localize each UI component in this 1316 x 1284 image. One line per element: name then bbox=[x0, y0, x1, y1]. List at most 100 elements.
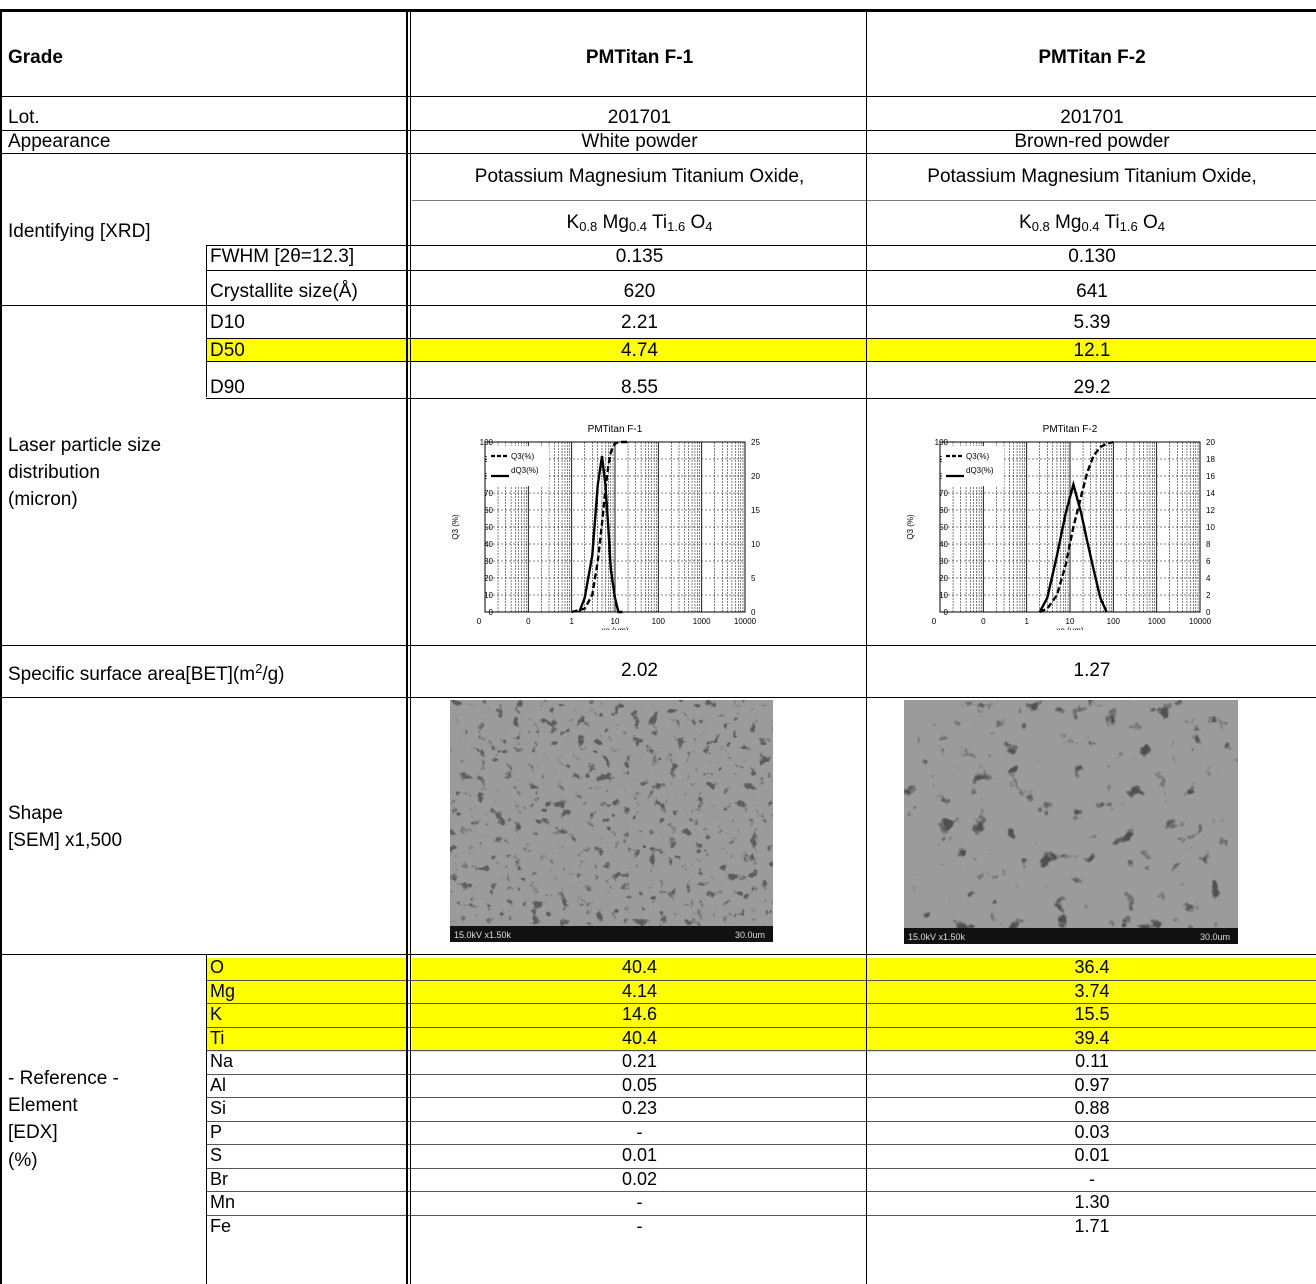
y2-tick-label: 20 bbox=[751, 472, 760, 481]
y2-tick-label: 5 bbox=[751, 574, 756, 583]
d90-label: D90 bbox=[210, 377, 245, 398]
grid-line bbox=[206, 338, 1316, 339]
grid-line bbox=[206, 1167, 1316, 1169]
y2-tick-label: 10 bbox=[751, 540, 760, 549]
y2-tick-label: 0 bbox=[1206, 608, 1211, 617]
y-axis-label: Q3 (%) bbox=[906, 514, 915, 540]
edx-value-f1: - bbox=[636, 1192, 643, 1212]
edx-element-label: O bbox=[210, 957, 225, 977]
grid-line bbox=[206, 270, 1316, 271]
laser-label-2: distribution bbox=[8, 462, 100, 483]
grid-line bbox=[206, 1026, 1316, 1028]
y-tick-label: 60 bbox=[939, 506, 948, 515]
formula-o-sub: 4 bbox=[1157, 219, 1165, 234]
edx-value-f1: 14.6 bbox=[621, 1004, 658, 1024]
sem1-scale: 30.0um bbox=[735, 930, 765, 940]
grid-line bbox=[866, 9, 867, 1284]
formula-ti-sub: 1.6 bbox=[1119, 219, 1138, 234]
y2-tick-label: 16 bbox=[1206, 472, 1215, 481]
edx-value-f2: 0.97 bbox=[1074, 1074, 1110, 1095]
xrd-label: Identifying [XRD] bbox=[8, 221, 151, 242]
formula-mg-sub: 0.4 bbox=[1081, 219, 1100, 234]
fwhm-label: FWHM [2θ=12.3] bbox=[210, 246, 355, 267]
legend-q3-label: Q3(%) bbox=[966, 452, 989, 461]
grid-line bbox=[206, 1214, 1316, 1216]
x-axis-label: xo (µm) bbox=[1056, 626, 1084, 630]
formula-mg-sub: 0.4 bbox=[628, 219, 648, 234]
legend-dq3-label: dQ3(%) bbox=[511, 466, 539, 475]
sem2-scale: 30.0um bbox=[1200, 932, 1230, 942]
y2-tick-label: 4 bbox=[1206, 574, 1211, 583]
formula-mg: Mg bbox=[1049, 212, 1082, 233]
edx-value-f2: 39.4 bbox=[1074, 1027, 1110, 1048]
y-tick-label: 70 bbox=[484, 489, 493, 498]
grid-line bbox=[0, 96, 1316, 97]
legend-dq3-label: dQ3(%) bbox=[966, 466, 994, 475]
d50-highlight bbox=[206, 338, 1316, 361]
edx-value-f1: 4.14 bbox=[621, 980, 658, 1001]
lot-label: Lot. bbox=[8, 107, 40, 128]
bet-label: Specific surface area[BET](m2/g) bbox=[8, 662, 285, 686]
x-tick-label: 10000 bbox=[734, 617, 757, 626]
sem2-caption: 15.0kV x1.50k bbox=[908, 932, 966, 942]
edx-value-f2: 1.71 bbox=[1074, 1215, 1110, 1236]
edx-element-label: Mg bbox=[210, 980, 236, 1001]
edx-value-f1: 0.02 bbox=[621, 1168, 658, 1189]
y2-tick-label: 25 bbox=[751, 438, 760, 447]
fwhm-v2: 0.130 bbox=[1068, 246, 1116, 267]
series-dq3-line bbox=[1038, 479, 1108, 613]
header-col1: PMTitan F-1 bbox=[585, 47, 694, 68]
x-tick-label: 1 bbox=[569, 617, 574, 626]
fwhm-v1: 0.135 bbox=[615, 246, 664, 267]
d90-v1: 8.55 bbox=[621, 377, 658, 398]
grid-line bbox=[206, 1097, 1316, 1098]
grid-line bbox=[206, 1191, 1316, 1192]
grid-line bbox=[0, 697, 1316, 698]
x-tick-label: 1000 bbox=[1148, 617, 1166, 626]
psd-chart-f1: PMTitan F-101020304050607080901000510152… bbox=[451, 424, 760, 630]
y2-tick-label: 6 bbox=[1206, 557, 1211, 566]
y2-tick-label: 2 bbox=[1206, 591, 1211, 600]
x-tick-label: 10 bbox=[611, 617, 620, 626]
edx-value-f2: 0.01 bbox=[1074, 1145, 1110, 1165]
laser-label-3: (micron) bbox=[8, 489, 78, 510]
edx-value-f2: 3.74 bbox=[1074, 980, 1110, 1001]
y-tick-label: 10 bbox=[484, 591, 493, 600]
edx-value-f2: - bbox=[1089, 1168, 1095, 1189]
grid-line bbox=[206, 361, 1316, 362]
sem-image-f2: 15.0kV x1.50k 30.0um bbox=[904, 700, 1238, 944]
x-tick-label: 100 bbox=[1107, 617, 1121, 626]
grid-line bbox=[0, 954, 1316, 955]
y-tick-label: 40 bbox=[484, 540, 493, 549]
y-tick-label: 20 bbox=[484, 574, 493, 583]
laser-label-1: Laser particle size bbox=[8, 435, 162, 456]
edx-label-1: - Reference - bbox=[8, 1068, 119, 1089]
grid-line bbox=[406, 9, 408, 1284]
y-axis-label: Q3 (%) bbox=[451, 514, 460, 540]
x-tick-label: 10 bbox=[1066, 617, 1075, 626]
crystallite-v2: 641 bbox=[1076, 281, 1108, 302]
grid-line bbox=[206, 1144, 1316, 1145]
psd-chart-f2: PMTitan F-201020304050607080901000246810… bbox=[906, 424, 1215, 630]
edx-element-label: Fe bbox=[210, 1215, 232, 1236]
grid-line bbox=[0, 645, 1316, 646]
grid-line bbox=[206, 398, 1316, 399]
y2-tick-label: 20 bbox=[1206, 438, 1215, 447]
series-q3-line bbox=[571, 440, 628, 614]
y-tick-label: 50 bbox=[484, 523, 493, 532]
chart-title: PMTitan F-1 bbox=[588, 424, 643, 435]
edx-value-f2: 0.03 bbox=[1074, 1121, 1110, 1142]
formula-k: K bbox=[1019, 212, 1032, 233]
grid-line bbox=[0, 153, 1316, 154]
y-tick-label: 50 bbox=[939, 523, 948, 532]
formula-k: K bbox=[566, 212, 580, 233]
grid-line bbox=[206, 954, 207, 1284]
y2-tick-label: 10 bbox=[1206, 523, 1215, 532]
appearance-v1: White powder bbox=[581, 131, 698, 152]
y-tick-label: 20 bbox=[939, 574, 948, 583]
xrd-formula-v1: K0.8 Mg0.4 Ti1.6 O4 bbox=[412, 212, 867, 234]
y2-tick-label: 8 bbox=[1206, 540, 1211, 549]
formula-o: O bbox=[1137, 212, 1158, 233]
grid-line bbox=[206, 1050, 1316, 1051]
edx-value-f1: 0.23 bbox=[621, 1098, 658, 1118]
